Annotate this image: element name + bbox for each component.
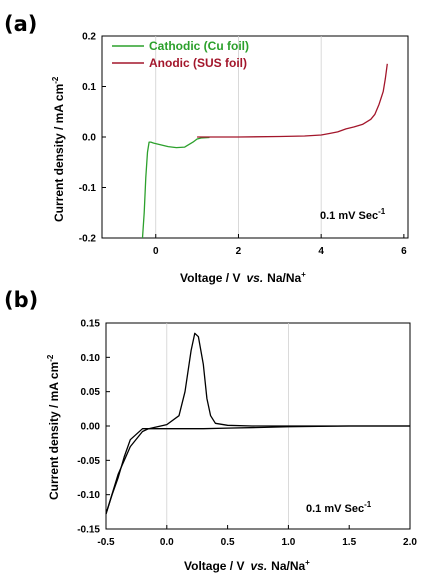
b-x-tick-label-4: 1.5 xyxy=(342,537,356,548)
b-x-tick-label-2: 0.5 xyxy=(221,537,235,548)
b-y-tick-label-0: -0.15 xyxy=(77,525,100,536)
b-y-tick-label-4: 0.05 xyxy=(81,387,101,398)
b-y-tick-label-2: -0.05 xyxy=(77,456,100,467)
a-y-tick-label-0: -0.2 xyxy=(79,234,97,245)
b-y-tick-label-5: 0.10 xyxy=(81,353,101,364)
panel-b-series xyxy=(105,332,410,515)
panel-a-series xyxy=(141,63,388,239)
a-y-tick-label-3: 0.1 xyxy=(82,82,96,93)
a-x-tick-label-0: 0 xyxy=(153,246,159,257)
a-y-tick-label-2: 0.0 xyxy=(82,133,96,144)
b-y-tick-label-6: 0.15 xyxy=(81,319,101,330)
panel-a-legend: Cathodic (Cu foil) Anodic (SUS foil) xyxy=(112,39,249,70)
panel-b-label: (b) xyxy=(4,288,38,312)
panel-a-y-ticks: -0.2 -0.1 0.0 0.1 0.2 xyxy=(79,32,106,245)
panel-b: (b) -0.15 -0.10 -0.05 0.00 0.05 0.10 0.15 -0.5… xyxy=(4,288,417,573)
panel-a-x-ticks: 0 2 4 6 xyxy=(153,234,407,257)
b-x-tick-label-3: 1.0 xyxy=(281,537,295,548)
a-y-tick-label-4: 0.2 xyxy=(82,32,96,43)
panel-a-scan-rate: 0.1 mV Sec-1 xyxy=(320,207,386,222)
panel-b-y-ticks: -0.15 -0.10 -0.05 0.00 0.05 0.10 0.15 xyxy=(77,319,110,536)
a-x-tick-label-2: 4 xyxy=(318,246,324,257)
b-x-tick-label-0: -0.5 xyxy=(97,537,115,548)
b-y-tick-label-1: -0.10 xyxy=(77,490,100,501)
a-x-tick-label-3: 6 xyxy=(401,246,407,257)
legend-label-anodic: Anodic (SUS foil) xyxy=(149,56,247,70)
a-series-line-1 xyxy=(197,63,388,138)
b-x-tick-label-1: 0.0 xyxy=(160,537,174,548)
panel-a-label: (a) xyxy=(4,12,37,36)
b-y-tick-label-3: 0.00 xyxy=(81,422,101,433)
panel-b-scan-rate: 0.1 mV Sec-1 xyxy=(306,500,372,515)
panel-b-x-ticks: -0.5 0.0 0.5 1.0 1.5 2.0 xyxy=(97,525,417,548)
a-x-tick-label-1: 2 xyxy=(236,246,242,257)
b-x-tick-label-5: 2.0 xyxy=(403,537,417,548)
a-y-tick-label-1: -0.1 xyxy=(79,183,97,194)
a-series-line-0 xyxy=(141,136,210,239)
panel-a-y-axis-label: Current density / mA cm-2 xyxy=(51,76,66,222)
panel-a: (a) -0.2 -0.1 0.0 0.1 0.2 0 2 4 6 Cathodic (Cu … xyxy=(4,12,409,285)
legend-label-cathodic: Cathodic (Cu foil) xyxy=(149,39,249,53)
b-series-line-1 xyxy=(105,332,410,515)
panel-b-y-axis-label: Current density / mA cm-2 xyxy=(46,354,61,500)
